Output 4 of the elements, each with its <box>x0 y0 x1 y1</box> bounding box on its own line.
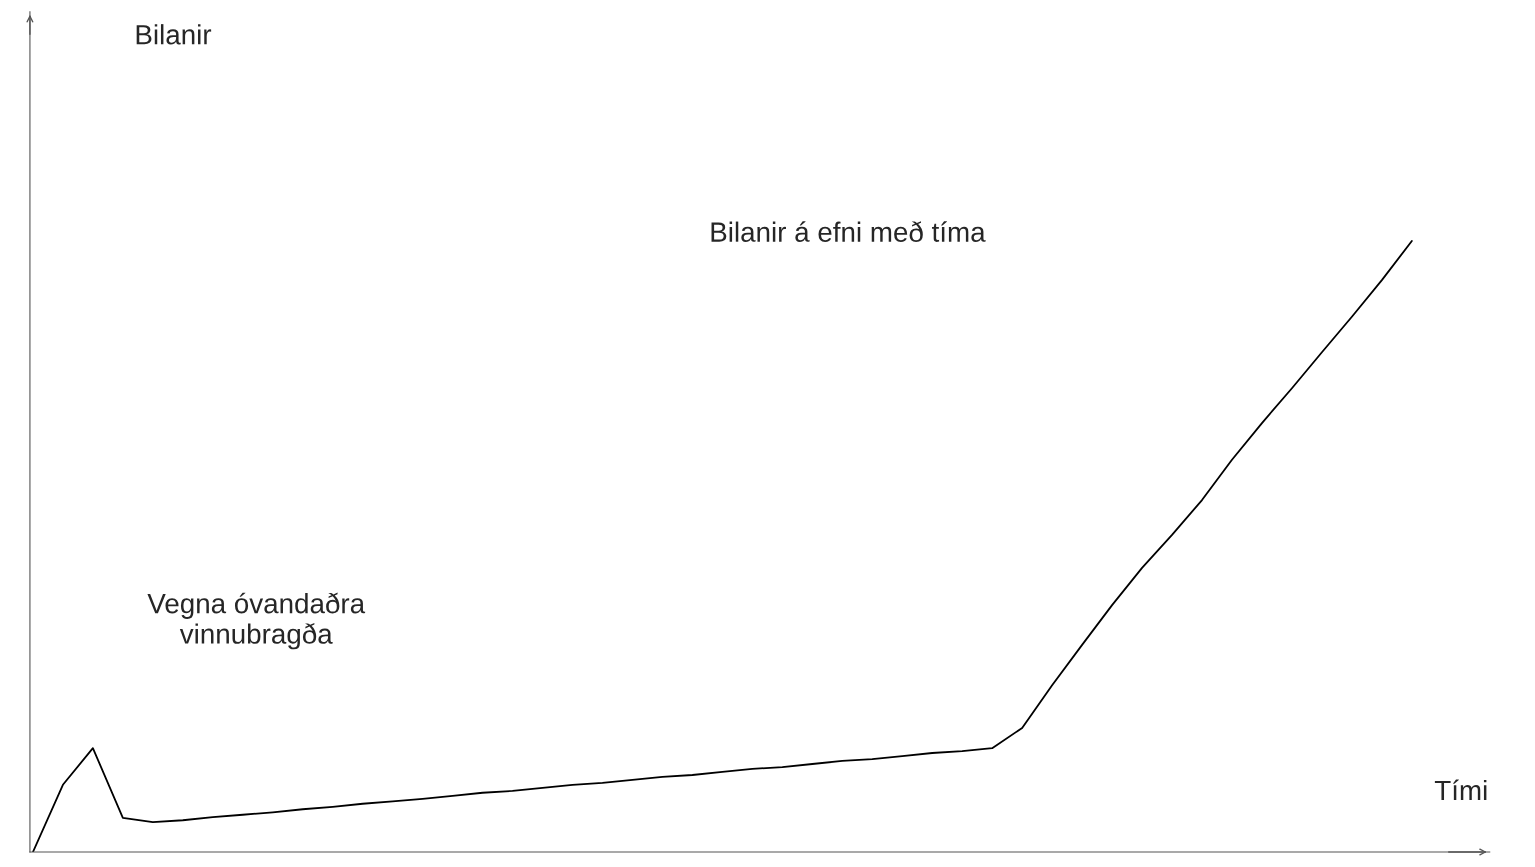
text: Bilanir <box>136 24 212 45</box>
annotation: Bilanir á efni með tíma <box>711 221 986 242</box>
x-axis-title: Tími <box>1434 779 1487 801</box>
annotation: Vegna óvandaðra vinnubragða <box>147 592 366 650</box>
